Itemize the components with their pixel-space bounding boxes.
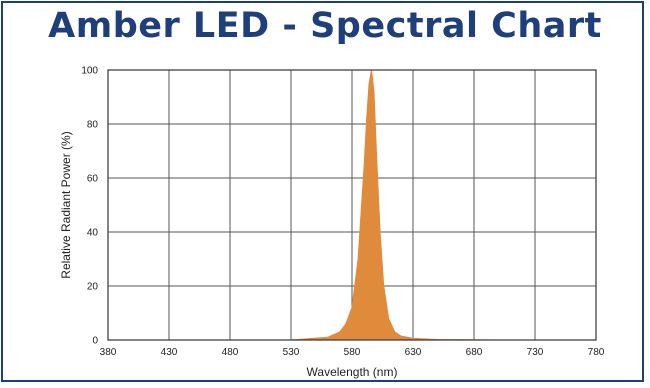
x-tick-label: 780 xyxy=(588,347,605,358)
grid xyxy=(107,69,597,341)
x-tick-label: 480 xyxy=(222,347,239,358)
x-tick-label: 580 xyxy=(344,347,361,358)
y-tick-label: 80 xyxy=(87,120,99,131)
plot-frame xyxy=(107,69,597,341)
chart-title: Amber LED - Spectral Chart xyxy=(48,6,602,46)
y-axis-label: Relative Radiant Power (%) xyxy=(59,131,73,278)
y-tick-labels: 0 20 40 60 80 100 xyxy=(81,66,98,347)
y-tick-label: 60 xyxy=(87,174,99,185)
x-tick-labels: 380 430 480 530 580 630 680 730 780 xyxy=(100,347,605,358)
x-tick-label: 430 xyxy=(161,347,178,358)
x-tick-label: 630 xyxy=(405,347,422,358)
y-tick-label: 0 xyxy=(92,336,98,347)
x-axis-label: Wavelength (nm) xyxy=(307,365,398,379)
plot-area xyxy=(108,69,596,341)
spectrum-area xyxy=(108,69,596,341)
y-tick-label: 20 xyxy=(87,282,99,293)
y-tick-label: 40 xyxy=(87,228,99,239)
x-tick-label: 680 xyxy=(466,347,483,358)
x-tick-label: 730 xyxy=(527,347,544,358)
y-tick-label: 100 xyxy=(81,66,98,77)
x-tick-label: 380 xyxy=(100,347,117,358)
plot-border xyxy=(107,69,597,341)
x-tick-label: 530 xyxy=(283,347,300,358)
